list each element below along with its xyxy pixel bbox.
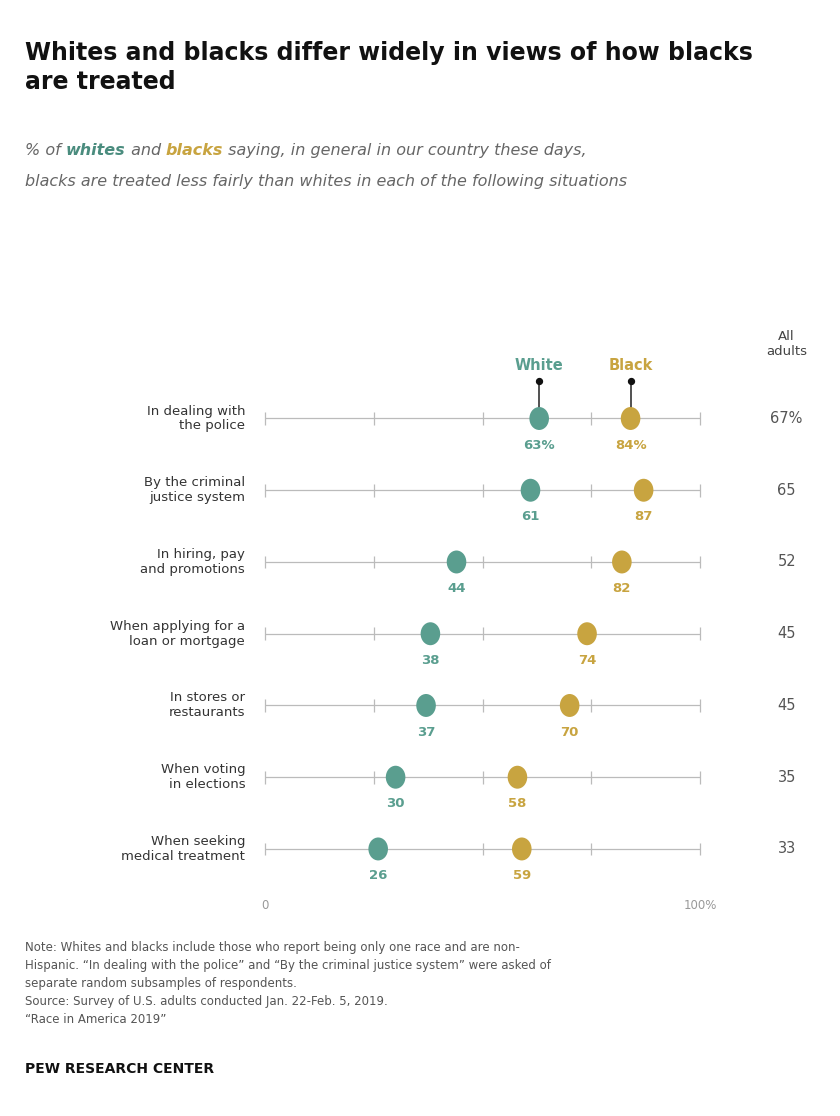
Ellipse shape [521, 479, 540, 502]
Ellipse shape [529, 407, 549, 430]
Text: blacks are treated less fairly than whites in each of the following situations: blacks are treated less fairly than whit… [25, 174, 627, 189]
Point [624, 373, 638, 391]
Text: All
adults: All adults [766, 329, 807, 357]
Text: 30: 30 [386, 797, 405, 810]
Text: PEW RESEARCH CENTER: PEW RESEARCH CENTER [25, 1062, 214, 1077]
Text: 87: 87 [634, 510, 653, 523]
Text: By the criminal
justice system: By the criminal justice system [144, 477, 245, 504]
Text: Black: Black [608, 357, 653, 373]
Text: Whites and blacks differ widely in views of how blacks
are treated: Whites and blacks differ widely in views… [25, 41, 753, 94]
Ellipse shape [621, 407, 640, 430]
Text: 33: 33 [778, 841, 795, 856]
Text: When applying for a
loan or mortgage: When applying for a loan or mortgage [110, 619, 245, 647]
Ellipse shape [386, 766, 406, 789]
Text: and: and [126, 143, 166, 157]
Text: 74: 74 [578, 654, 596, 667]
Text: % of: % of [25, 143, 66, 157]
Text: When voting
in elections: When voting in elections [160, 763, 245, 791]
Text: blacks: blacks [166, 143, 223, 157]
Text: 82: 82 [612, 583, 631, 595]
Text: 0: 0 [261, 899, 269, 912]
Ellipse shape [634, 479, 654, 502]
Text: 70: 70 [560, 725, 579, 739]
Text: 45: 45 [777, 626, 796, 642]
Ellipse shape [612, 550, 632, 574]
Point [533, 373, 546, 391]
Text: 44: 44 [447, 583, 465, 595]
Ellipse shape [512, 837, 532, 860]
Ellipse shape [417, 694, 436, 716]
Text: Note: Whites and blacks include those who report being only one race and are non: Note: Whites and blacks include those wh… [25, 941, 551, 1026]
Text: In dealing with
the police: In dealing with the police [147, 404, 245, 433]
Text: 67%: 67% [770, 411, 803, 426]
Text: 84%: 84% [615, 439, 647, 452]
Text: 63%: 63% [523, 439, 555, 452]
Ellipse shape [577, 623, 597, 645]
Text: In hiring, pay
and promotions: In hiring, pay and promotions [140, 548, 245, 576]
Text: saying, in general in our country these days,: saying, in general in our country these … [223, 143, 587, 157]
Text: When seeking
medical treatment: When seeking medical treatment [121, 835, 245, 863]
Text: 65: 65 [777, 483, 796, 498]
Text: 100%: 100% [684, 899, 717, 912]
Text: whites: whites [66, 143, 126, 157]
Text: 45: 45 [777, 698, 796, 713]
Ellipse shape [421, 623, 440, 645]
Text: White: White [515, 357, 564, 373]
Text: 35: 35 [778, 770, 795, 785]
Text: 26: 26 [369, 869, 387, 882]
Text: In stores or
restaurants: In stores or restaurants [169, 692, 245, 720]
Text: 59: 59 [512, 869, 531, 882]
Ellipse shape [447, 550, 466, 574]
Text: 38: 38 [421, 654, 439, 667]
Ellipse shape [559, 694, 580, 716]
Text: 58: 58 [508, 797, 527, 810]
Text: 37: 37 [417, 725, 435, 739]
Text: 52: 52 [777, 555, 796, 569]
Text: 61: 61 [522, 510, 539, 523]
Ellipse shape [369, 837, 388, 860]
Ellipse shape [507, 766, 528, 789]
